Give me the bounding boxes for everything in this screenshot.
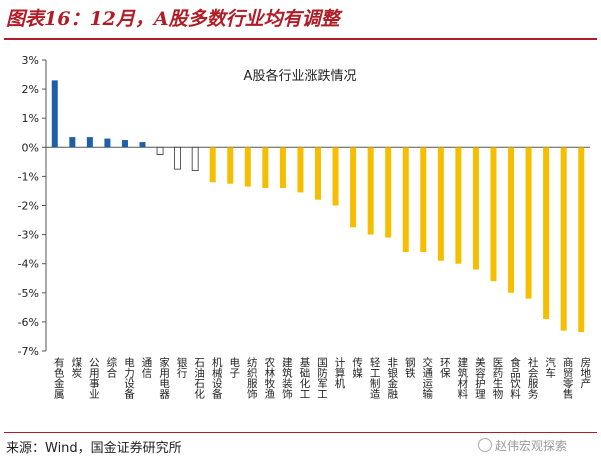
category-label: 商贸零售 — [562, 356, 574, 400]
bar — [350, 147, 357, 228]
wechat-logo-icon — [478, 438, 492, 452]
bar — [244, 147, 251, 187]
y-tick-label: -6% — [18, 316, 39, 329]
bar — [156, 146, 164, 155]
bar — [227, 147, 234, 184]
bar — [191, 146, 199, 171]
category-label: 钢铁 — [404, 356, 416, 379]
category-label: 机械设备 — [211, 356, 223, 400]
y-tick-label: -7% — [18, 345, 39, 358]
category-label: 煤炭 — [70, 356, 82, 379]
chart-title: A股各行业涨跌情况 — [244, 68, 357, 84]
category-label: 交通运输 — [421, 356, 433, 400]
bar — [315, 147, 321, 200]
bar — [437, 147, 444, 261]
footer-divider — [4, 432, 597, 433]
y-tick-label: -4% — [18, 258, 39, 271]
category-label: 农林牧渔 — [263, 356, 275, 400]
bar — [508, 147, 515, 293]
y-tick-label: -1% — [18, 170, 39, 183]
category-label: 公用事业 — [88, 357, 100, 399]
category-label: 汽车 — [544, 356, 556, 379]
bar — [578, 147, 585, 333]
category-label: 轻工制造 — [369, 356, 381, 399]
category-label: 环保 — [439, 357, 451, 379]
category-label: 家用电器 — [158, 356, 170, 400]
category-label: 石油石化 — [193, 357, 205, 400]
category-label: 综合 — [105, 356, 117, 379]
category-label: 传媒 — [351, 357, 363, 379]
bar — [209, 147, 216, 183]
bar — [543, 147, 550, 319]
bar — [121, 140, 128, 148]
bar — [525, 147, 532, 299]
bar — [332, 147, 339, 206]
y-tick-label: 0% — [22, 141, 39, 154]
bar — [69, 137, 76, 148]
category-label: 建筑材料 — [456, 356, 468, 400]
category-label: 电力设备 — [123, 356, 135, 400]
bar — [297, 147, 304, 193]
bar — [402, 147, 409, 253]
category-label: 社会服务 — [527, 356, 539, 400]
bar — [385, 147, 392, 238]
bar — [472, 147, 479, 270]
category-label: 食品饮料 — [509, 356, 521, 400]
bar — [367, 147, 374, 235]
category-label: 美容护理 — [474, 356, 486, 399]
category-label: 房地产 — [579, 356, 591, 389]
watermark: 赵伟宏观探索 — [478, 437, 567, 454]
category-label-layer: 有色金属 煤炭 公用事业 综合 电力设备 通信 家用电器 银行 石油石化 机械设备 电子 纺织服饰 农林… — [53, 356, 591, 400]
axis-layer: 3% 2% 1% 0% -1% -2% -3% -4% -5% -6% -7% — [18, 54, 590, 358]
watermark-text: 赵伟宏观探索 — [495, 439, 568, 453]
y-tick-label: 2% — [22, 83, 39, 96]
category-label: 银行 — [176, 356, 188, 379]
bar — [560, 147, 567, 331]
category-label: 医药生物 — [491, 357, 503, 400]
bar — [279, 147, 286, 189]
bar — [262, 147, 269, 189]
category-label: 有色金属 — [53, 356, 65, 400]
category-label: 纺织服饰 — [246, 356, 258, 400]
category-label: 基础化工 — [298, 356, 310, 399]
header-divider — [4, 38, 597, 40]
y-tick-label: -3% — [18, 229, 39, 242]
y-tick-label: 3% — [22, 54, 39, 67]
category-label: 电子 — [228, 356, 240, 378]
bar-chart: A股各行业涨跌情况 3%2%1%0%-1%-2%-3%-4%-5%-6%-7% … — [18, 54, 592, 400]
bar — [174, 146, 182, 170]
bar — [86, 137, 93, 148]
category-label: 国防军工 — [316, 357, 328, 399]
y-tick-label: -2% — [18, 200, 39, 213]
bar — [490, 147, 497, 282]
bar — [420, 147, 427, 253]
bar — [51, 80, 58, 148]
bar — [104, 138, 111, 148]
bar-layer — [51, 80, 585, 333]
y-tick-label: 1% — [22, 112, 39, 125]
bar — [455, 147, 462, 264]
category-label: 计算机 — [334, 356, 346, 389]
category-label: 建筑装饰 — [281, 356, 293, 400]
category-label: 非银金融 — [386, 357, 398, 400]
figure-title: 图表16：12月，A股多数行业均有调整 — [6, 8, 340, 30]
y-tick-label: -5% — [18, 287, 39, 300]
bar — [139, 142, 146, 148]
source-note: 来源：Wind，国金证券研究所 — [6, 441, 182, 456]
category-label: 通信 — [141, 357, 153, 379]
